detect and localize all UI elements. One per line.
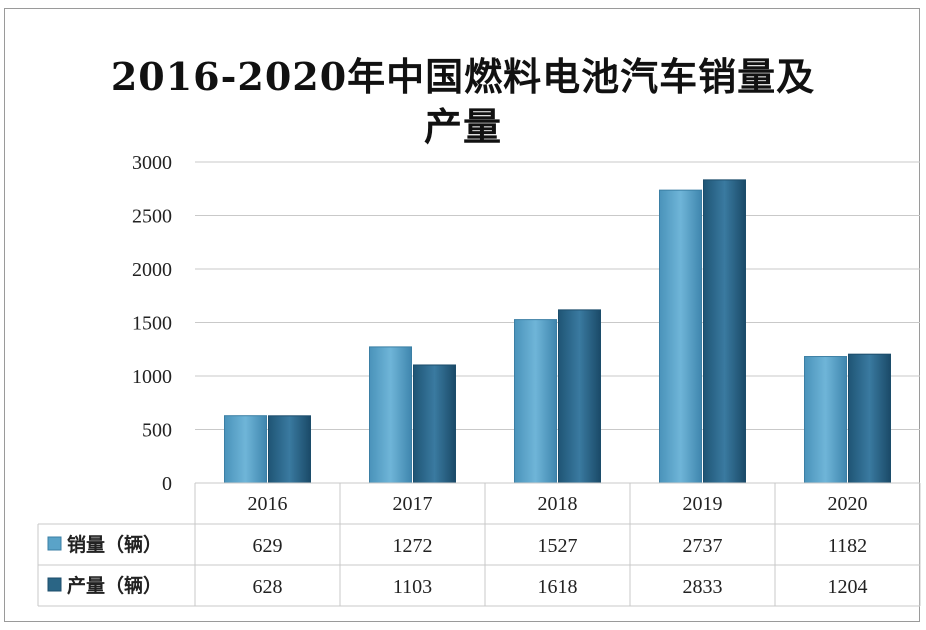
data-table: 2016 2017 2018 2019 2020 销量（辆） 629 1272 1527 2737…	[37, 482, 921, 607]
data-label: 1618	[538, 576, 578, 598]
data-label: 1103	[393, 576, 432, 598]
chart-title-line-2: 产量	[423, 104, 502, 149]
y-tick-label: 500	[142, 420, 172, 442]
bar-sales	[514, 319, 557, 484]
data-label: 2737	[683, 535, 723, 557]
y-tick-label: 1500	[132, 313, 172, 335]
x-category-label: 2019	[683, 493, 723, 515]
data-label: 1272	[393, 535, 433, 557]
data-label: 628	[253, 576, 283, 598]
bar-production	[848, 353, 891, 484]
bar-production	[703, 179, 746, 484]
data-label: 2833	[683, 576, 723, 598]
y-tick-label: 0	[162, 473, 172, 495]
bar-production	[558, 309, 601, 484]
data-label: 1204	[828, 576, 868, 598]
data-label: 1527	[538, 535, 578, 557]
y-tick-label: 2500	[132, 206, 172, 228]
x-category-label: 2017	[393, 493, 433, 515]
legend-swatch	[47, 577, 62, 592]
y-tick-label: 2000	[132, 259, 172, 281]
bar-sales	[659, 189, 702, 484]
x-category-label: 2016	[248, 493, 288, 515]
y-tick-label: 1000	[132, 366, 172, 388]
y-tick-label: 3000	[132, 152, 172, 174]
bar-sales	[224, 415, 267, 484]
legend-label: 销量（辆）	[67, 533, 162, 556]
bar-sales	[804, 356, 847, 484]
chart-title-line-1: 2016-2020年中国燃料电池汽车销量及	[110, 54, 816, 99]
bar-production	[268, 415, 311, 484]
x-category-label: 2020	[828, 493, 868, 515]
legend-swatch	[47, 536, 62, 551]
data-label: 629	[253, 535, 283, 557]
bars	[224, 179, 891, 484]
y-axis: 0 500 1000 1500 2000 2500 3000	[132, 152, 172, 495]
chart-frame	[4, 8, 920, 622]
chart-title: 2016-2020年中国燃料电池汽车销量及 产量	[0, 52, 926, 152]
bar-sales	[369, 346, 412, 484]
gridlines	[195, 161, 920, 430]
legend-label: 产量（辆）	[67, 574, 162, 597]
bar-production	[413, 364, 456, 484]
data-label: 1182	[828, 535, 867, 557]
x-category-label: 2018	[538, 493, 578, 515]
